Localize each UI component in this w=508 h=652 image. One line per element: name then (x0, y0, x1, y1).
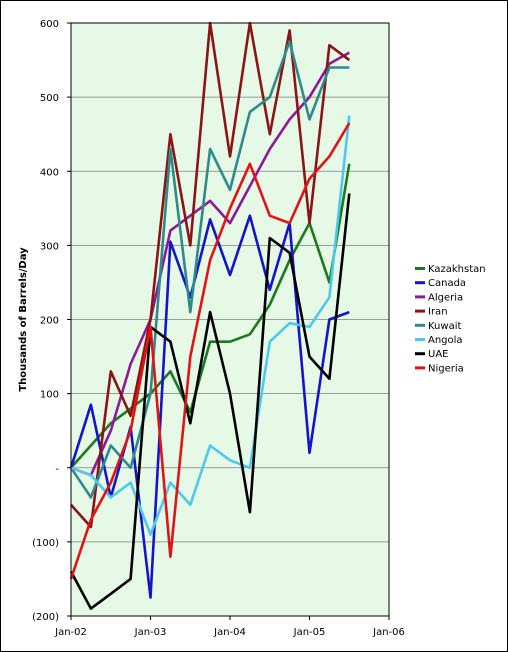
x-tick-label: Jan-05 (293, 627, 326, 638)
series-line-canada (69, 214, 350, 599)
y-tick-label: 200 (40, 316, 59, 327)
legend-entry-algeria: Algeria (428, 292, 463, 303)
x-tick-label: Jan-02 (54, 627, 87, 638)
y-tick-label: 100 (40, 390, 59, 401)
series-line-kazakhstan (70, 163, 351, 469)
x-tick-label: Jan-04 (213, 627, 246, 638)
legend-entry-uae: UAE (428, 349, 448, 360)
series-line-nigeria (69, 122, 351, 580)
y-axis-label: Thousands of Barrels/Day (18, 247, 29, 392)
x-axis-ticks: Jan-02 Jan-03 Jan-04 Jan-05 Jan-06 (54, 616, 405, 638)
y-tick-label: 600 (40, 19, 59, 30)
y-tick-label: 500 (40, 93, 59, 104)
legend-entry-nigeria: Nigeria (428, 363, 464, 374)
y-axis-ticks: (200) (100) - 100 200 300 400 500 600 (32, 19, 71, 623)
y-tick-label: (100) (32, 538, 59, 549)
legend-entry-canada: Canada (428, 278, 466, 289)
series-line-kuwait (69, 40, 350, 499)
y-tick-label: - (55, 464, 59, 475)
legend: Kazakhstan Canada Algeria Iran Kuwait Angola U… (415, 264, 486, 374)
x-tick-label: Jan-03 (134, 627, 167, 638)
series-line-algeria (70, 51, 350, 477)
y-tick-label: 400 (40, 167, 59, 178)
legend-entry-angola: Angola (428, 335, 463, 346)
x-tick-label: Jan-06 (372, 627, 405, 638)
y-tick-label: (200) (32, 612, 59, 623)
legend-entry-kuwait: Kuwait (428, 321, 461, 332)
legend-entry-kazakhstan: Kazakhstan (428, 264, 486, 275)
y-tick-label: 300 (40, 241, 59, 252)
series-line-uae (69, 193, 351, 610)
legend-entry-iran: Iran (428, 307, 448, 318)
